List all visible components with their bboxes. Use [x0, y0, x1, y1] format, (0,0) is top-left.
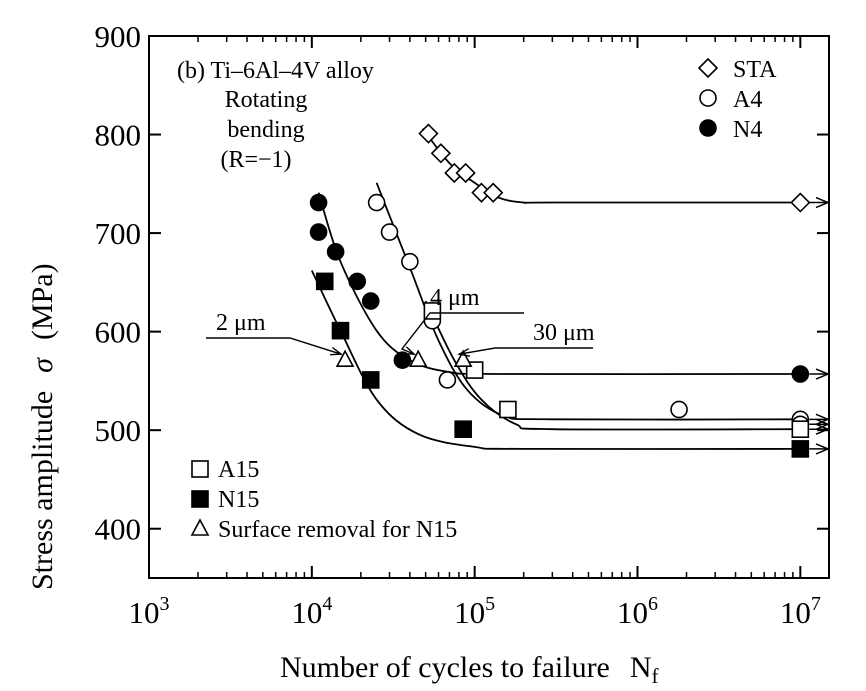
runout-point-sta: [790, 192, 811, 213]
point-sta: [483, 182, 504, 203]
legend-marker-sta: [697, 57, 719, 79]
point-n4: [326, 243, 345, 261]
svg-text:Stress amplitudeσ(MPa): Stress amplitude σ (MPa): [26, 263, 59, 590]
axis-ticks: 400 500 600 700 800 900 103 104 105 106 107: [95, 19, 829, 630]
legend-label-a15: A15: [218, 457, 259, 483]
test-condition-line-2: bending: [227, 117, 304, 143]
legend-marker-a4: [699, 89, 717, 107]
data-points: [309, 123, 811, 458]
point-a15: [499, 400, 517, 419]
runout-point-n15: [791, 440, 810, 458]
x-axis-subscript: f: [652, 664, 659, 688]
y-tick-label: 400: [95, 512, 142, 547]
runout-arrowhead-a4: [815, 418, 830, 430]
y-axis-label: Stress amplitude: [26, 391, 59, 590]
legend-marker-surface-removal-for-n15: [190, 518, 210, 536]
fit-curve-5: [424, 300, 801, 431]
annotation-arrowhead: [457, 348, 471, 357]
point-sta: [418, 123, 439, 144]
annotation-leader: [400, 312, 524, 355]
test-condition-line-3: (R=−1): [220, 147, 291, 173]
point-n15: [454, 420, 472, 438]
x-tick-label: 105: [454, 593, 495, 630]
point-n4: [309, 223, 328, 241]
x-tick-label: 103: [129, 593, 170, 630]
annotation-leader: [206, 337, 342, 355]
annotation-leader: [459, 347, 593, 355]
annotation-label: 2 μm: [216, 310, 266, 336]
x-axis-title: Number of cycles to failure Nf: [280, 651, 659, 688]
point-n15: [315, 272, 334, 291]
legend-label-n15: N15: [218, 487, 259, 513]
point-a4: [670, 400, 688, 419]
legend-bottom-left: A15 N15 Surface removal for N15: [190, 457, 457, 543]
fit-curve-2: [310, 270, 801, 450]
x-tick-label: 106: [617, 593, 658, 630]
y-axis-title: Stress amplitude σ (MPa): [26, 263, 59, 590]
plot-frame: [148, 35, 830, 579]
legend-marker-n15: [191, 490, 209, 508]
point-n4: [393, 351, 412, 370]
runout-arrowhead-sta: [815, 196, 830, 209]
point-n4: [309, 193, 328, 212]
y-tick-label: 600: [95, 315, 142, 350]
fit-curves: [310, 128, 801, 450]
point-a4: [401, 252, 419, 271]
y-axis-unit: (MPa): [26, 263, 59, 340]
annotations: 2 μm 4 μm 30 μm: [206, 285, 595, 357]
runout-point-a15: [791, 420, 810, 438]
legend-label-a4: A4: [733, 87, 762, 113]
y-axis-symbol: σ: [26, 357, 59, 373]
point-n4: [361, 292, 380, 310]
x-tick-label: 107: [780, 593, 821, 630]
point-a4: [438, 371, 457, 389]
y-tick-label: 700: [95, 216, 142, 251]
point-n15: [361, 371, 380, 389]
annotation-label: 4 μm: [430, 285, 480, 311]
runout-point-n4: [791, 365, 810, 383]
point-sta: [430, 143, 451, 164]
runout-arrowhead-a4: [815, 413, 830, 426]
fit-curve-1: [422, 128, 801, 204]
point-surface-removal-for-n15: [335, 349, 355, 368]
point-sta: [455, 162, 476, 184]
y-tick-label: 800: [95, 118, 142, 153]
y-tick-label: 900: [95, 19, 142, 54]
point-surface-removal-for-n15: [408, 349, 428, 368]
annotation-label: 30 μm: [533, 320, 595, 346]
legend-label-surface-removal-for-n15: Surface removal for N15: [218, 517, 457, 543]
point-n4: [348, 272, 367, 291]
legend-marker-n4: [699, 119, 717, 137]
legend-label-n4: N4: [733, 117, 762, 143]
test-condition-line-1: Rotating: [225, 87, 308, 113]
runout-arrowhead-n15: [815, 443, 830, 455]
annotation-arrowhead: [330, 346, 344, 356]
x-tick-label: 104: [291, 593, 332, 630]
panel-title: (b) Ti–6Al–4V alloy: [177, 58, 374, 84]
x-axis-label: Number of cycles to failure: [280, 651, 610, 684]
legend-top-right: STA A4 N4: [697, 57, 777, 143]
fit-curve-3: [317, 192, 801, 376]
point-n15: [331, 321, 350, 340]
runout-arrows: [809, 196, 830, 455]
point-a4: [380, 223, 399, 241]
legend-marker-a15: [191, 460, 209, 478]
point-surface-removal-for-n15: [453, 349, 473, 368]
annotation-arrowhead: [403, 346, 417, 356]
legend-label-sta: STA: [733, 57, 777, 83]
point-a4: [367, 193, 386, 212]
runout-arrowhead-n4: [815, 368, 830, 380]
y-tick-label: 500: [95, 413, 142, 448]
x-axis-symbol: N: [630, 651, 652, 684]
plot-border: [148, 35, 830, 579]
